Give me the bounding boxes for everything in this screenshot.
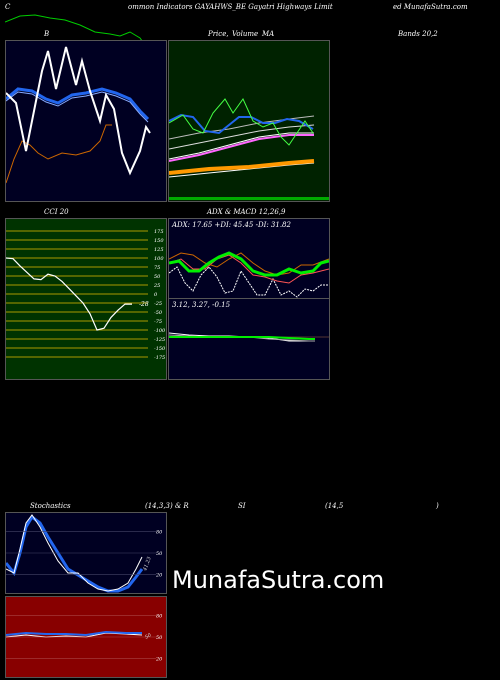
- cci-tick-label: -75: [154, 319, 162, 325]
- bb-label: B: [44, 30, 50, 38]
- band-tick-label: 80: [156, 529, 163, 535]
- cci-line: [6, 257, 132, 331]
- adx-readout: ADX: 17.65 +DI: 45.45 -DI: 31.82: [172, 221, 291, 229]
- stoch-label-a: Stochastics: [30, 502, 71, 510]
- cci-tick-label: -150: [154, 346, 166, 352]
- site-name: ed MunafaSutra.com: [393, 3, 468, 11]
- cci-label: CCI 20: [44, 208, 69, 216]
- cci-tick-label: -125: [154, 337, 165, 343]
- adx-label: ADX & MACD 12,26,9: [207, 208, 286, 216]
- band-tick-label: 20: [155, 573, 163, 579]
- cci-tick-label: 175: [154, 229, 164, 235]
- macd-chart: [169, 332, 329, 342]
- cci-tick-label: -100: [154, 328, 166, 334]
- header-trend-line: [5, 14, 156, 61]
- adx-panel: ADX: 17.65 +DI: 45.45 -DI: 31.82: [168, 218, 330, 300]
- cci-tick-label: -25: [154, 301, 162, 307]
- cci-tick-label: -175: [154, 355, 165, 361]
- band-value-label: 50: [144, 632, 153, 641]
- page-title: ommon Indicators GAYAHWS_BE Gayatri High…: [128, 3, 333, 11]
- cci-chart: 175 150 125 100 75 50 25 0 -25 -50 -75 -100 -125 -150…: [6, 229, 166, 361]
- bb-chart: [6, 46, 151, 184]
- cci-tick-label: 125: [154, 247, 164, 253]
- band-tick-label: 20: [155, 657, 163, 663]
- price-label-a: Price,: [208, 30, 229, 38]
- price-label-c: MA: [262, 30, 275, 38]
- rsi-chart: 80 50 20 50: [6, 613, 163, 663]
- stoch-label-e: ): [436, 502, 439, 510]
- rsi-panel: 80 50 20 50: [5, 596, 167, 678]
- cci-tick-label: 150: [154, 238, 164, 244]
- price-panel: [168, 40, 330, 202]
- cci-panel: 175 150 125 100 75 50 25 0 -25 -50 -75 -100 -125 -150…: [5, 218, 167, 380]
- band-tick-label: 50: [156, 551, 163, 557]
- band-value-label: 41.23: [142, 556, 153, 572]
- header-c: C: [5, 3, 11, 11]
- stoch-label-b: (14,3,3) & R: [145, 502, 189, 510]
- cci-value-label: -28: [139, 301, 149, 308]
- cci-tick-label: -50: [154, 310, 163, 316]
- price-chart: [169, 98, 329, 200]
- watermark: MunafaSutra.com: [172, 566, 385, 594]
- bb-panel: [5, 40, 167, 202]
- macd-readout: 3.12, 3.27, -0.15: [172, 301, 231, 309]
- cci-tick-label: 0: [154, 292, 158, 298]
- macd-panel: 3.12, 3.27, -0.15: [168, 298, 330, 380]
- stoch-label-d: (14,5: [325, 502, 344, 510]
- stoch-label-c: SI: [238, 502, 246, 510]
- band-tick-label: 80: [156, 613, 163, 619]
- price-label-b: Volume: [232, 30, 259, 38]
- cci-tick-label: 75: [154, 265, 160, 271]
- stoch-panel: 80 50 20 41.23: [5, 512, 167, 594]
- adx-chart: [169, 251, 329, 298]
- cci-tick-label: 50: [154, 274, 161, 280]
- price-label-d: Bands 20,2: [398, 30, 438, 38]
- cci-tick-label: 25: [153, 283, 160, 289]
- cci-tick-label: 100: [154, 256, 164, 262]
- band-tick-label: 50: [156, 635, 163, 641]
